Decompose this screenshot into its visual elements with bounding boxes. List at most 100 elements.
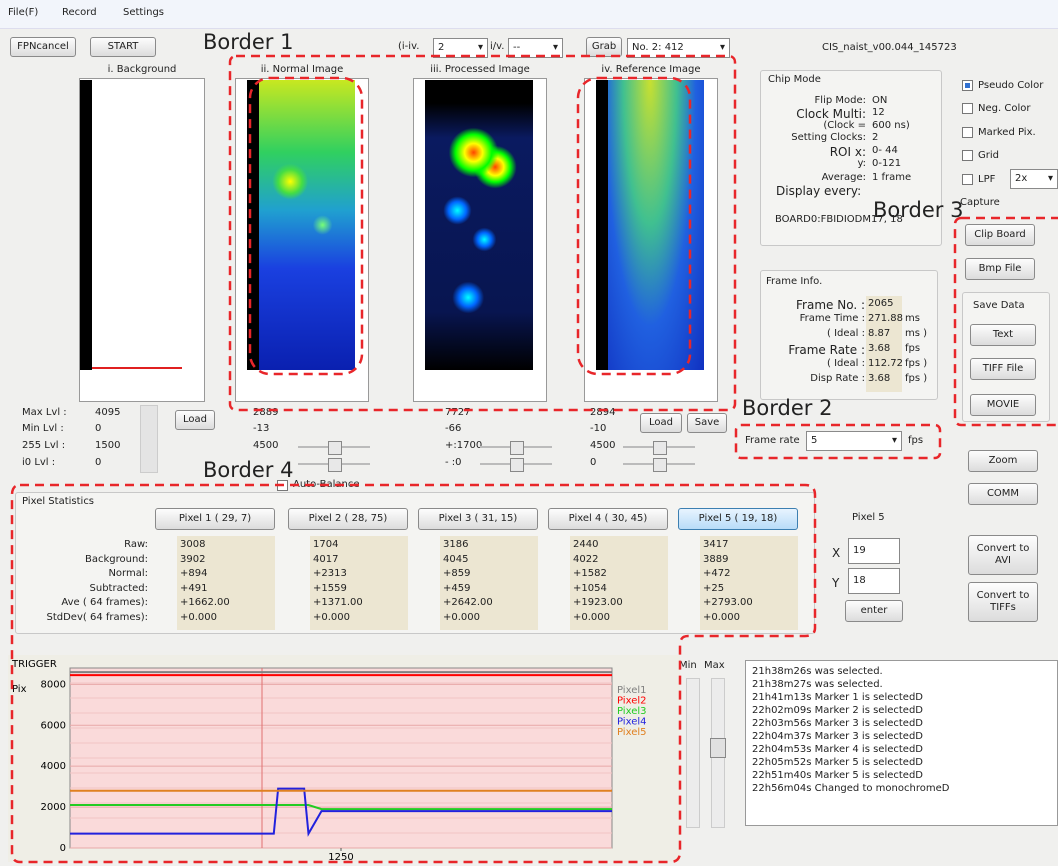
scale-thumb[interactable]: [710, 738, 726, 758]
chip-mode-value: ON: [872, 95, 887, 106]
pixel-value: +1371.00: [313, 597, 363, 608]
pixel-value: +1054: [573, 583, 607, 594]
border-3-label: Border 3: [873, 198, 963, 222]
chip-mode-value: 12: [872, 107, 885, 118]
level-value: -13: [253, 423, 269, 434]
pixel-value: +859: [443, 568, 470, 579]
level-label: Min Lvl :: [22, 423, 64, 434]
div-v-label: i/v.: [490, 41, 504, 52]
pixel-button[interactable]: Pixel 1 ( 29, 7): [155, 508, 275, 530]
scale-scrollbar[interactable]: [686, 678, 700, 828]
pixel-y-input[interactable]: 18: [848, 568, 900, 594]
convert-tiffs-button[interactable]: Convert to TIFFs: [968, 582, 1038, 622]
pixel-value: +0.000: [443, 612, 480, 623]
convert-avi-button[interactable]: Convert to AVI: [968, 535, 1038, 575]
movie-button[interactable]: MOVIE: [970, 394, 1036, 416]
chip-mode-label: Average:: [666, 172, 866, 183]
level-value: 0: [590, 457, 596, 468]
legend-entry: Pixel5: [617, 727, 647, 738]
scale-max-label: Max: [704, 660, 725, 671]
pixel-x-label: X: [832, 546, 840, 560]
y-axis-label: Pix: [12, 684, 27, 695]
pixel-value: +2313: [313, 568, 347, 579]
option-check[interactable]: [962, 80, 973, 91]
load-ref-button[interactable]: Load: [640, 413, 682, 433]
menu-item[interactable]: File(F): [8, 7, 38, 18]
option-check[interactable]: [962, 150, 973, 161]
log-line: 22h05m52s Marker 5 is selectedD: [752, 757, 923, 768]
pixel-value: +1582: [573, 568, 607, 579]
load-button[interactable]: Load: [175, 410, 215, 430]
slider-thumb[interactable]: [328, 441, 342, 455]
level-box: [140, 405, 158, 473]
pixel-button[interactable]: Pixel 5 ( 19, 18): [678, 508, 798, 530]
chip-mode-label: y:: [666, 158, 866, 169]
pixel-value: +472: [703, 568, 730, 579]
save-data-label: Save Data: [973, 300, 1025, 311]
y-tick-label: 8000: [41, 679, 66, 690]
pixel-value: 3186: [443, 539, 468, 550]
frame-info-value: 8.87: [868, 328, 890, 339]
menu-item[interactable]: Settings: [123, 7, 164, 18]
frame-rate-unit: fps: [908, 435, 923, 446]
log-line: 21h41m13s Marker 1 is selectedD: [752, 692, 923, 703]
pixel-value: 2440: [573, 539, 598, 550]
frame-info-label: Frame Rate :: [665, 343, 865, 357]
fpn-cancel-button[interactable]: FPNcancel: [10, 37, 76, 57]
pixel-button[interactable]: Pixel 3 ( 31, 15): [418, 508, 538, 530]
chart-title: TRIGGER: [11, 659, 57, 670]
legend-entry: Pixel3: [617, 706, 647, 717]
level-value: +:1700: [445, 440, 482, 451]
start-button[interactable]: START: [90, 37, 156, 57]
grab-button[interactable]: Grab: [586, 37, 622, 57]
enter-button[interactable]: enter: [845, 600, 903, 622]
log-line: 22h56m04s Changed to monochromeD: [752, 783, 949, 794]
slider-thumb[interactable]: [510, 458, 524, 472]
pixel-value: 3902: [180, 554, 205, 565]
pixel-value: +1559: [313, 583, 347, 594]
log-line: 22h03m56s Marker 3 is selectedD: [752, 718, 923, 729]
comm-button[interactable]: COMM: [968, 483, 1038, 505]
pixel-button[interactable]: Pixel 4 ( 30, 45): [548, 508, 668, 530]
option-check[interactable]: [962, 127, 973, 138]
frame-rate-select[interactable]: 5: [806, 431, 902, 451]
frame-rate-label: Frame rate: [745, 435, 800, 446]
pixel-row-label: Subtracted:: [0, 583, 148, 594]
pixel-button[interactable]: Pixel 2 ( 28, 75): [288, 508, 408, 530]
x-tick-label: 1250: [328, 852, 353, 863]
save-button[interactable]: Save: [687, 413, 727, 433]
auto-balance-label: Auto-Balance: [293, 479, 360, 490]
level-label: i0 Lvl :: [22, 457, 55, 468]
slider-thumb[interactable]: [328, 458, 342, 472]
clip-board-button[interactable]: Clip Board: [965, 224, 1035, 246]
chip-mode-value: 600 ns): [872, 120, 910, 131]
pixel-value: +0.000: [703, 612, 740, 623]
div-h-select[interactable]: 2: [433, 38, 488, 58]
lpf-select[interactable]: 2x: [1010, 169, 1058, 189]
level-value: 4095: [95, 407, 120, 418]
slider-thumb[interactable]: [653, 458, 667, 472]
option-check[interactable]: [962, 103, 973, 114]
slider-thumb[interactable]: [653, 441, 667, 455]
frame-info-title: Frame Info.: [766, 276, 822, 287]
border-2-label: Border 2: [742, 396, 832, 420]
frame-info-unit: fps ): [905, 373, 927, 384]
frame-info-label: Disp Rate :: [665, 373, 865, 384]
tiff-file-button[interactable]: TIFF File: [970, 358, 1036, 380]
frame-info-unit: fps: [905, 343, 920, 354]
display-every-label: Display every:: [776, 184, 861, 198]
option-check[interactable]: [962, 174, 973, 185]
grab-select[interactable]: No. 2: 412: [627, 38, 730, 58]
pixel-value: +1662.00: [180, 597, 230, 608]
level-value: -66: [445, 423, 461, 434]
pixel-x-input[interactable]: 19: [848, 538, 900, 564]
slider-thumb[interactable]: [510, 441, 524, 455]
div-v-select[interactable]: --: [508, 38, 563, 58]
pixel-value: +2642.00: [443, 597, 493, 608]
text-button[interactable]: Text: [970, 324, 1036, 346]
y-tick-label: 0: [60, 843, 66, 854]
zoom-button[interactable]: Zoom: [968, 450, 1038, 472]
frame-info-unit: ms: [905, 313, 920, 324]
menu-item[interactable]: Record: [62, 7, 97, 18]
bmp-file-button[interactable]: Bmp File: [965, 258, 1035, 280]
